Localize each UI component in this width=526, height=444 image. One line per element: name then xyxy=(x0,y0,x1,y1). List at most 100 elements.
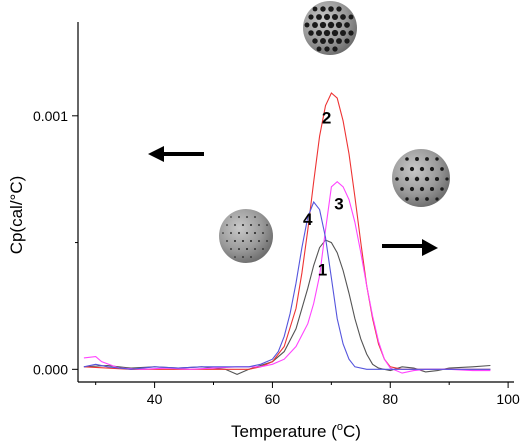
pore xyxy=(319,21,327,29)
pore xyxy=(242,224,244,226)
pore xyxy=(230,232,232,234)
curve-label-3: 3 xyxy=(334,195,343,214)
pore xyxy=(400,187,404,191)
x-ticks: 40 60 80 100 xyxy=(95,382,520,407)
pore xyxy=(429,186,435,192)
pore xyxy=(246,216,248,218)
pore xyxy=(348,14,354,20)
pore xyxy=(419,186,425,192)
pore xyxy=(435,197,439,201)
pore xyxy=(424,176,430,182)
y-axis-label: Cp(cal/°C) xyxy=(7,176,26,255)
curve-label-1: 1 xyxy=(318,261,327,280)
pore xyxy=(262,248,264,250)
pore xyxy=(344,38,350,44)
pore xyxy=(266,240,268,242)
pore xyxy=(340,14,346,20)
series-line-2 xyxy=(83,92,491,370)
pore xyxy=(336,6,342,12)
series-line-1 xyxy=(83,239,491,375)
pore xyxy=(312,22,318,28)
curve-label-2: 2 xyxy=(322,108,331,127)
pore xyxy=(419,166,425,172)
pore xyxy=(250,224,252,226)
pore xyxy=(409,186,415,192)
pore xyxy=(266,224,268,226)
pore xyxy=(254,248,256,250)
x-tick-label: 80 xyxy=(382,391,398,407)
pore xyxy=(315,29,323,37)
porous-sphere-small-pores xyxy=(219,209,273,263)
pore xyxy=(323,29,331,37)
pore xyxy=(435,157,439,161)
pore xyxy=(226,224,228,226)
left-arrow xyxy=(148,146,204,162)
pore xyxy=(230,216,232,218)
pore xyxy=(323,13,331,21)
pore xyxy=(254,216,256,218)
pore xyxy=(405,157,409,161)
pore xyxy=(425,197,429,201)
pore xyxy=(312,6,318,12)
pore xyxy=(246,248,248,250)
x-axis-label: Temperature (oC) xyxy=(231,421,361,441)
series-group xyxy=(83,92,491,375)
pore xyxy=(250,240,252,242)
pore xyxy=(250,256,252,258)
pore xyxy=(332,46,338,52)
y-tick-label: 0.000 xyxy=(33,361,68,377)
pore xyxy=(258,224,260,226)
pore xyxy=(445,177,449,181)
pore xyxy=(254,232,256,234)
pore xyxy=(258,240,260,242)
pore xyxy=(429,166,435,172)
pore xyxy=(348,30,354,36)
curve-label-4: 4 xyxy=(303,210,313,229)
right-arrow xyxy=(382,239,438,256)
pore xyxy=(242,240,244,242)
pore xyxy=(336,38,342,44)
pore xyxy=(405,197,409,201)
curve-labels: 1 2 3 4 xyxy=(303,108,344,279)
y-tick-label: 0.001 xyxy=(33,108,68,124)
porous-sphere-large-pores xyxy=(303,1,357,55)
pore xyxy=(320,38,326,44)
series-line-4 xyxy=(83,200,491,370)
pore xyxy=(331,29,339,37)
pore xyxy=(331,13,339,21)
porous-sphere-medium-pores xyxy=(392,149,450,207)
pore xyxy=(222,232,224,234)
pore xyxy=(234,240,236,242)
x-tick-label: 60 xyxy=(265,391,281,407)
pore xyxy=(246,232,248,234)
pore xyxy=(226,240,228,242)
pore xyxy=(327,37,335,45)
pore xyxy=(308,30,314,36)
pore xyxy=(409,166,415,172)
pore xyxy=(425,157,429,161)
pore xyxy=(304,22,310,28)
pore xyxy=(415,197,419,201)
series-line-3 xyxy=(83,180,491,374)
pore xyxy=(404,176,410,182)
pore xyxy=(415,157,419,161)
pore xyxy=(328,6,334,12)
pore xyxy=(434,176,440,182)
pore xyxy=(335,21,343,29)
pore xyxy=(238,232,240,234)
pore xyxy=(308,14,314,20)
pore xyxy=(320,6,326,12)
pore xyxy=(234,224,236,226)
pore xyxy=(238,216,240,218)
pore xyxy=(414,176,420,182)
pore xyxy=(340,30,346,36)
pore xyxy=(234,256,236,258)
pore xyxy=(344,22,350,28)
pore xyxy=(262,232,264,234)
x-tick-label: 100 xyxy=(496,391,520,407)
pore xyxy=(324,46,330,52)
pore xyxy=(230,248,232,250)
pore xyxy=(312,38,318,44)
pore xyxy=(400,167,404,171)
